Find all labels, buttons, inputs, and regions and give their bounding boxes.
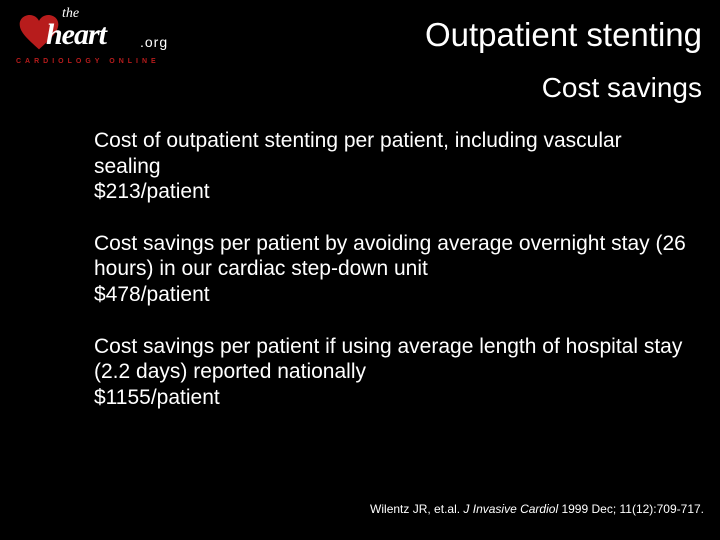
content-area: Cost of outpatient stenting per patient,… — [94, 128, 694, 436]
citation-rest: 1999 Dec; 11(12):709-717. — [558, 502, 704, 516]
block-text: Cost of outpatient stenting per patient,… — [94, 128, 694, 179]
cost-block: Cost savings per patient by avoiding ave… — [94, 231, 694, 308]
block-value: $213/patient — [94, 179, 694, 205]
block-value: $1155/patient — [94, 385, 694, 411]
block-text: Cost savings per patient by avoiding ave… — [94, 231, 694, 282]
site-logo: the heart .org CARDIOLOGY ONLINE — [10, 6, 200, 71]
block-value: $478/patient — [94, 282, 694, 308]
logo-text-org: .org — [140, 34, 168, 50]
logo-text-heart: heart — [46, 18, 106, 52]
page-subtitle: Cost savings — [542, 72, 702, 104]
cost-block: Cost of outpatient stenting per patient,… — [94, 128, 694, 205]
page-title: Outpatient stenting — [425, 16, 702, 54]
cost-block: Cost savings per patient if using averag… — [94, 334, 694, 411]
citation-journal: J Invasive Cardiol — [463, 502, 558, 516]
logo-tagline: CARDIOLOGY ONLINE — [16, 58, 160, 65]
citation-authors: Wilentz JR, et.al. — [370, 502, 463, 516]
citation: Wilentz JR, et.al. J Invasive Cardiol 19… — [370, 502, 704, 516]
block-text: Cost savings per patient if using averag… — [94, 334, 694, 385]
